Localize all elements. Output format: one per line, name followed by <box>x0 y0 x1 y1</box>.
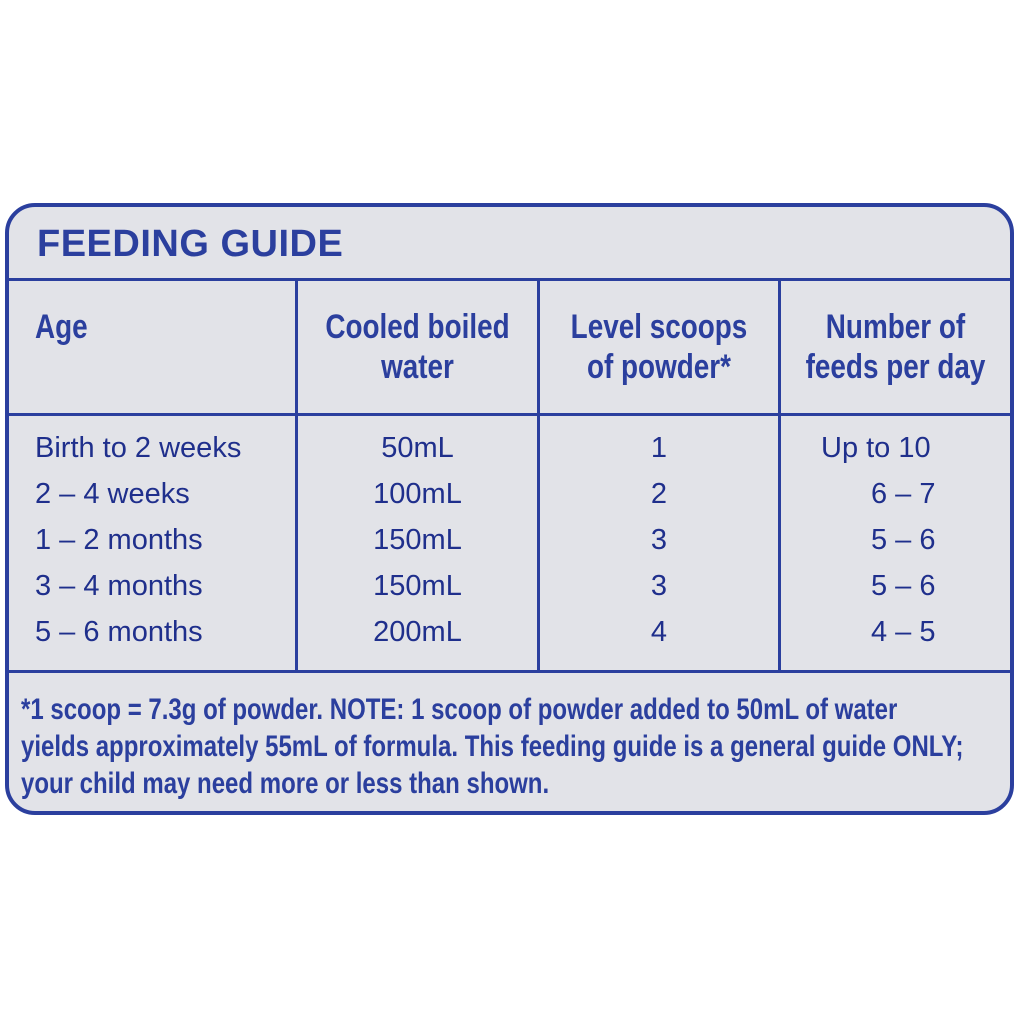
cell-age: 3 – 4 months <box>35 570 203 602</box>
cell-water: 150mL <box>373 524 462 556</box>
cell-water: 200mL <box>373 616 462 648</box>
cell-age: 2 – 4 weeks <box>35 478 190 510</box>
cell-scoops: 2 <box>650 478 668 510</box>
header-age: Age <box>35 308 88 346</box>
cell-scoops: 1 <box>650 432 668 464</box>
cell-age: Birth to 2 weeks <box>35 432 242 464</box>
header-water-line1: Cooled boiled <box>325 308 510 346</box>
footnote: *1 scoop = 7.3g of powder. NOTE: 1 scoop… <box>21 691 981 802</box>
cell-scoops: 3 <box>650 524 668 556</box>
cell-scoops: 3 <box>650 570 668 602</box>
cell-water: 100mL <box>373 478 462 510</box>
cell-feeds: 6 – 7 <box>871 478 936 510</box>
cell-feeds: 5 – 6 <box>871 524 936 556</box>
divider-bottom <box>9 670 1010 673</box>
cell-scoops: 4 <box>650 616 668 648</box>
cell-water: 50mL <box>381 432 454 464</box>
footnote-line2: yields approximately 55mL of formula. Th… <box>21 730 964 763</box>
feeding-guide-panel: FEEDING GUIDE Age Cooled boiled water Le… <box>5 203 1014 815</box>
header-feeds-line1: Number of <box>825 308 966 346</box>
cell-feeds: Up to 10 <box>821 432 931 464</box>
cell-age: 1 – 2 months <box>35 524 203 556</box>
cell-water: 150mL <box>373 570 462 602</box>
column-divider-2 <box>537 281 540 673</box>
column-divider-3 <box>778 281 781 673</box>
page-title: FEEDING GUIDE <box>37 223 344 265</box>
table-row: 5 – 6 months 200mL 4 4 – 5 <box>9 609 1010 655</box>
table-row: 1 – 2 months 150mL 3 5 – 6 <box>9 517 1010 563</box>
header-water-line2: water <box>381 348 454 386</box>
table-row: 3 – 4 months 150mL 3 5 – 6 <box>9 563 1010 609</box>
footnote-line3: your child may need more or less than sh… <box>21 767 550 800</box>
cell-feeds: 5 – 6 <box>871 570 936 602</box>
divider-header <box>9 413 1010 416</box>
header-scoops: Level scoops of powder* <box>561 307 756 387</box>
divider-top <box>9 278 1010 281</box>
header-feeds: Number of feeds per day <box>802 307 990 387</box>
header-scoops-line1: Level scoops <box>570 308 748 346</box>
footnote-line1: *1 scoop = 7.3g of powder. NOTE: 1 scoop… <box>21 693 898 726</box>
header-water: Cooled boiled water <box>320 307 516 387</box>
table-row: 2 – 4 weeks 100mL 2 6 – 7 <box>9 471 1010 517</box>
cell-age: 5 – 6 months <box>35 616 203 648</box>
header-feeds-line2: feeds per day <box>805 348 986 386</box>
column-divider-1 <box>295 281 298 673</box>
header-scoops-line2: of powder* <box>586 348 732 386</box>
cell-feeds: 4 – 5 <box>871 616 936 648</box>
table-row: Birth to 2 weeks 50mL 1 Up to 10 <box>9 425 1010 471</box>
